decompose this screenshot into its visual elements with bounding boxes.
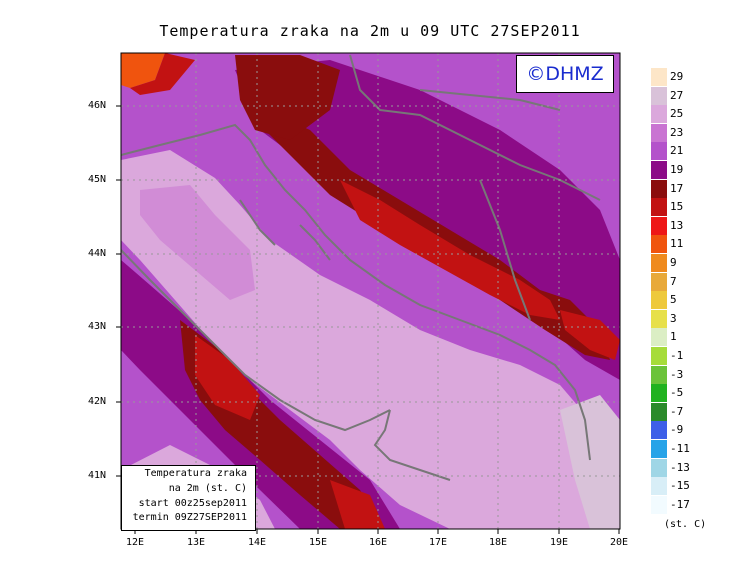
legend-label: 29 — [670, 70, 684, 83]
legend-label: 27 — [670, 88, 684, 102]
legend-label: 1 — [670, 330, 677, 344]
info-line-3: start 00z25sep2011 — [138, 498, 247, 509]
map-title: Temperatura zraka na 2m u 09 UTC 27SEP20… — [159, 22, 581, 40]
lon-label-12e: 12E — [125, 537, 145, 548]
adriatic-shade-field — [140, 185, 255, 300]
legend-swatch — [651, 440, 667, 458]
legend-swatch — [651, 105, 667, 124]
lon-label-13e: 13E — [186, 537, 206, 548]
northwest-hot-corner — [121, 53, 165, 88]
info-line-2: na 2m (st. C) — [168, 483, 247, 494]
lon-label-19e: 19E — [549, 537, 569, 548]
southern-italy-red — [330, 480, 385, 529]
legend-label: 9 — [670, 256, 677, 269]
italy-warm-band — [121, 260, 400, 529]
legend-swatch — [651, 384, 667, 403]
legend-swatch — [651, 142, 667, 161]
legend-label: 25 — [670, 107, 684, 121]
legend-swatch — [651, 198, 667, 217]
lon-label-15e: 15E — [308, 537, 328, 548]
legend-units: (st. C) — [664, 519, 707, 530]
legend-label: 15 — [670, 200, 684, 214]
lat-label-42n: 42N — [88, 396, 107, 407]
lon-label-16e: 16E — [368, 537, 388, 548]
northwest-red-corner — [130, 53, 195, 95]
legend-label: 23 — [670, 125, 684, 139]
info-box: Temperatura zraka na 2m (st. C) start 00… — [121, 465, 256, 531]
legend-swatch — [651, 309, 667, 328]
info-line-4: termin 09Z27SEP2011 — [132, 512, 247, 523]
legend-label: 11 — [670, 237, 684, 251]
legend-swatch — [651, 254, 667, 272]
grid-lines — [121, 53, 620, 529]
montenegro-red — [560, 310, 620, 360]
legend-swatch — [651, 328, 667, 347]
legend-label: 5 — [670, 293, 677, 307]
coastlines — [121, 54, 601, 481]
legend-label: 19 — [670, 163, 684, 176]
legend-swatch — [651, 216, 667, 235]
lat-label-46n: 46N — [88, 100, 107, 111]
legend-swatch — [651, 365, 667, 384]
lat-label-44n: 44N — [88, 248, 107, 259]
legend-swatch — [651, 68, 667, 86]
legend-swatch — [651, 495, 667, 514]
legend-swatch — [651, 161, 667, 179]
legend-swatch — [651, 86, 667, 105]
dhmz-copyright-badge: ©DHMZ — [516, 55, 614, 93]
lon-label-18e: 18E — [488, 537, 508, 548]
lon-label-20e: 20E — [609, 537, 629, 548]
lat-label-41n: 41N — [88, 470, 107, 481]
lon-label-14e: 14E — [247, 537, 267, 548]
legend-swatch — [651, 123, 667, 142]
legend-label: -7 — [670, 404, 684, 418]
slovenia-hot-patch — [235, 55, 340, 140]
legend-label: -17 — [670, 497, 690, 511]
legend-swatch — [651, 179, 667, 198]
legend-swatch — [651, 421, 667, 440]
legend-swatch — [651, 458, 667, 477]
legend-label: -3 — [670, 367, 684, 381]
legend-swatch — [651, 347, 667, 365]
legend-swatch — [651, 477, 667, 496]
legend-label: -9 — [670, 423, 684, 437]
info-line-1: Temperatura zraka — [144, 468, 247, 479]
legend-label: -5 — [670, 386, 684, 400]
legend-label: 21 — [670, 144, 684, 158]
legend-label: 13 — [670, 218, 684, 232]
lat-label-45n: 45N — [88, 174, 107, 185]
dinaric-red-patch — [340, 180, 560, 320]
legend-label: -11 — [670, 442, 690, 455]
legend-label: -15 — [670, 479, 690, 493]
map-frame — [120, 52, 621, 530]
legend-label: 3 — [670, 311, 677, 325]
legend-swatch — [651, 272, 667, 291]
albania-light-patch — [560, 395, 620, 529]
legend-label: 17 — [670, 181, 684, 195]
lon-label-17e: 17E — [428, 537, 448, 548]
legend-label: -1 — [670, 349, 684, 362]
legend-label: 7 — [670, 274, 677, 288]
legend-swatch — [651, 402, 667, 421]
lat-label-43n: 43N — [88, 321, 107, 332]
legend-swatch — [651, 235, 667, 254]
legend-label: -13 — [670, 460, 690, 474]
axis-ticks — [116, 105, 620, 534]
legend-swatch — [651, 291, 667, 310]
apennine-red-patch — [195, 335, 260, 420]
